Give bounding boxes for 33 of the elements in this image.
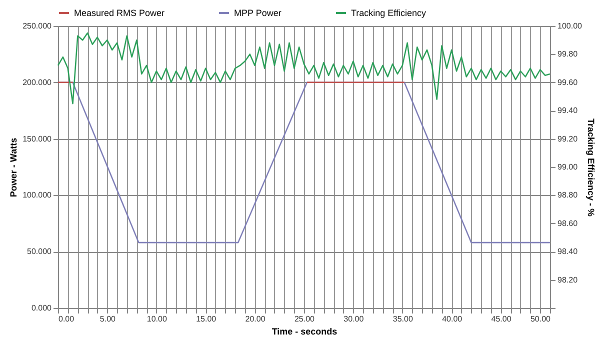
y-tick-label: 150.000	[22, 134, 52, 144]
x-tick-label: 15.00	[196, 314, 217, 324]
legend-label: Tracking Efficiency	[351, 8, 427, 18]
legend-label: Measured RMS Power	[74, 8, 165, 18]
y2-tick-label: 98.40	[558, 247, 578, 256]
y2-tick-label: 99.40	[558, 106, 578, 116]
y2-axis-title: Tracking Efficiency - %	[586, 118, 596, 217]
y-tick-label: 250.000	[22, 22, 52, 30]
y2-tick-label: 98.80	[558, 190, 578, 200]
y2-tick-label: 100.00	[558, 22, 583, 30]
y2-tick-label: 98.20	[558, 275, 578, 284]
legend-label: MPP Power	[234, 8, 282, 18]
x-tick-label: 25.00	[294, 314, 316, 324]
y2-tick-label: 99.60	[558, 78, 578, 87]
x-tick-label: 5.00	[100, 314, 116, 324]
y2-tick-label: 98.60	[558, 218, 578, 228]
x-axis-title: Time - seconds	[272, 326, 338, 336]
x-tick-label: 20.00	[245, 314, 266, 324]
y-axis-title: Power - Watts	[8, 138, 19, 198]
x-tick-label: 45.00	[491, 314, 512, 324]
x-tick-label: 30.00	[344, 314, 364, 324]
y2-tick-label: 99.20	[558, 134, 578, 144]
y2-tick-label: 99.80	[558, 50, 578, 59]
y-tick-label: 100.000	[22, 190, 52, 200]
x-tick-label: 50.00	[530, 314, 552, 324]
y-tick-label: 0.000	[31, 304, 52, 312]
x-tick-label: 0.00	[58, 314, 75, 324]
y2-tick-label: 99.00	[558, 162, 578, 172]
y-tick-label: 200.000	[22, 78, 52, 87]
x-tick-label: 40.00	[442, 314, 463, 324]
x-tick-label: 10.00	[146, 314, 168, 324]
x-tick-label: 35.00	[392, 314, 414, 324]
y-tick-label: 50.000	[27, 247, 52, 256]
